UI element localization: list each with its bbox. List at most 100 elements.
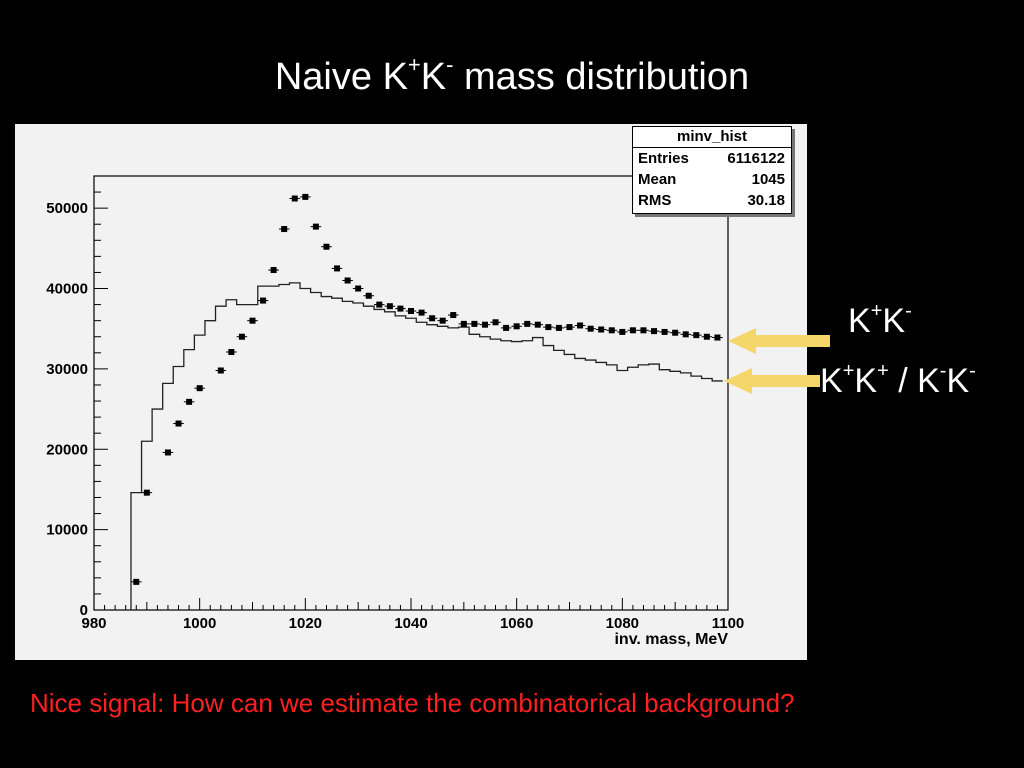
point-marker (365, 292, 372, 299)
title-suffix: mass distribution (453, 56, 750, 98)
label-kpkm: K+K- (848, 300, 912, 341)
point-marker (186, 398, 193, 405)
point-marker (693, 332, 700, 339)
arrow-kpkm-shape (728, 328, 830, 354)
y-tick-label: 40000 (46, 281, 88, 298)
point-marker (460, 320, 467, 327)
label-sup: - (969, 360, 976, 382)
point-marker (682, 331, 689, 338)
point-marker (714, 334, 721, 341)
point-marker (555, 324, 562, 331)
point-marker (471, 320, 478, 327)
label-k: K (854, 362, 878, 400)
point-marker (534, 321, 541, 328)
stats-row-entries: Entries 6116122 (633, 148, 791, 169)
point-marker (587, 325, 594, 332)
x-tick-label: 1060 (500, 615, 533, 632)
plot-frame (93, 175, 729, 611)
stats-key: Entries (638, 150, 689, 167)
point-marker (355, 285, 362, 292)
data-point (648, 328, 660, 335)
point-marker (545, 324, 552, 331)
label-like-sign: K+K+ / K-K- (820, 360, 976, 401)
data-point (701, 333, 713, 340)
data-point (374, 301, 385, 308)
data-point (553, 324, 565, 331)
point-marker (334, 265, 341, 272)
data-point (511, 323, 522, 330)
data-point (405, 308, 417, 315)
data-point (226, 349, 237, 356)
point-marker (175, 420, 182, 427)
data-point (585, 325, 596, 332)
point-marker (629, 327, 636, 334)
footer-note: Nice signal: How can we estimate the com… (30, 688, 795, 718)
data-point (236, 333, 248, 340)
point-marker (703, 333, 710, 340)
stats-value: 1045 (751, 171, 785, 188)
point-marker (312, 223, 319, 230)
point-marker (238, 333, 245, 340)
x-tick-label: 980 (81, 615, 106, 632)
histogram-plot: 980 1000 1020 1040 1060 1080 1100 0 10000 20000 30… (46, 175, 744, 648)
data-point (162, 449, 174, 456)
data-point (321, 243, 332, 250)
slide-title: Naive K+K- mass distribution (0, 52, 1024, 99)
point-marker (386, 303, 393, 310)
data-point (141, 489, 153, 496)
data-point (469, 320, 480, 327)
stats-title: minv_hist (633, 127, 791, 148)
data-point (257, 297, 269, 304)
data-point (564, 324, 575, 331)
label-sup: + (877, 360, 889, 382)
arrow-kpkm (728, 328, 830, 354)
data-point (130, 578, 142, 585)
label-k: K (820, 362, 843, 400)
point-marker (608, 327, 615, 334)
data-point (669, 329, 681, 336)
data-point (574, 322, 586, 329)
point-marker (291, 195, 298, 202)
data-point (500, 324, 512, 331)
x-tick-label: 1080 (606, 615, 639, 632)
data-point (521, 320, 533, 327)
y-tick-label: 50000 (46, 200, 88, 217)
data-point (215, 367, 227, 374)
data-point (194, 385, 205, 392)
title-prefix: Naive K (274, 56, 408, 98)
point-marker (598, 326, 605, 333)
title-k: K (420, 56, 447, 98)
point-marker (429, 315, 436, 322)
data-point (416, 309, 427, 316)
point-marker (566, 324, 573, 331)
point-marker (302, 193, 309, 200)
data-point (479, 321, 491, 328)
point-marker (143, 489, 150, 496)
stats-row-rms: RMS 30.18 (633, 190, 791, 211)
label-sup: - (939, 360, 947, 382)
point-marker (418, 309, 425, 316)
label-separator: / (888, 362, 918, 400)
data-point (606, 327, 618, 334)
point-marker (323, 243, 330, 250)
label-k: K (848, 302, 871, 340)
point-marker (450, 312, 457, 319)
point-marker (397, 305, 404, 312)
point-marker (640, 327, 647, 334)
data-point (363, 292, 375, 299)
stats-value: 30.18 (747, 192, 785, 209)
arrow-like-sign-shape (724, 368, 820, 394)
data-point (268, 267, 279, 274)
point-marker (376, 301, 383, 308)
data-point (289, 195, 301, 202)
point-marker (513, 323, 520, 330)
data-point (183, 398, 195, 405)
data-point (490, 319, 501, 326)
point-marker (344, 277, 351, 284)
stats-box: minv_hist Entries 6116122 Mean 1045 RMS 30.… (632, 126, 792, 214)
label-k: K (946, 362, 970, 400)
step-histogram-line (130, 282, 723, 610)
data-point (680, 331, 692, 338)
point-marker (133, 578, 140, 585)
data-point (384, 303, 396, 310)
